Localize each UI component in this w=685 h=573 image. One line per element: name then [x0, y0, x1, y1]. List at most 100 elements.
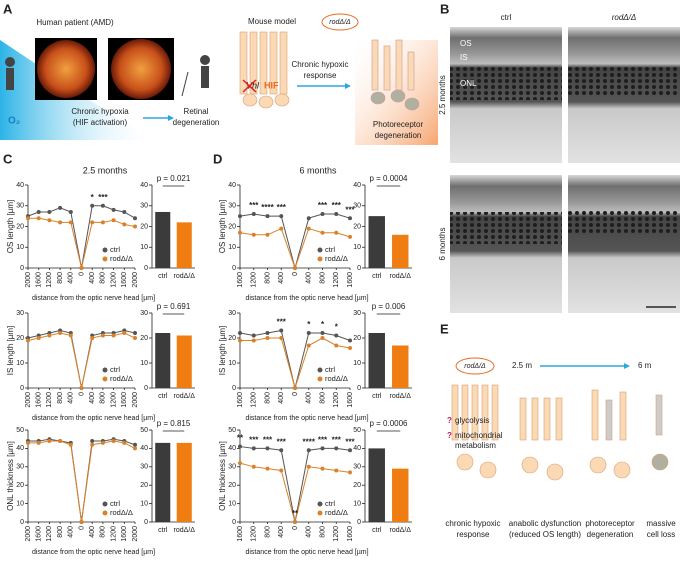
degenerating-cells — [370, 39, 420, 111]
stage-label: response — [457, 530, 490, 539]
legend-label: rodΔ/Δ — [110, 508, 133, 517]
legend-label: ctrl — [110, 365, 120, 374]
data-point — [100, 333, 105, 338]
x-tick-label: ctrl — [158, 273, 168, 280]
data-point — [122, 222, 127, 227]
y-tick-label: 0 — [144, 519, 148, 526]
stage-label: photoreceptor — [585, 519, 635, 528]
data-point — [133, 224, 137, 229]
layer-label: IS — [460, 53, 468, 62]
y-tick-label: 50 — [353, 427, 361, 434]
y-tick-label: 30 — [228, 310, 236, 317]
legend-label: rodΔ/Δ — [325, 254, 348, 263]
data-point — [100, 440, 105, 445]
data-point — [251, 333, 256, 338]
panel-letter: B — [440, 1, 449, 16]
x-axis-label: distance from the optic nerve head [µm] — [245, 415, 368, 422]
data-point — [251, 338, 256, 343]
stage-label: degeneration — [587, 530, 634, 539]
legend-label: ctrl — [325, 245, 335, 254]
y-tick-label: 10 — [228, 244, 236, 251]
data-point — [68, 333, 73, 338]
y-tick-label: 30 — [353, 464, 361, 471]
significance: *** — [345, 437, 355, 446]
panel-letter: A — [3, 1, 13, 16]
data-point — [279, 468, 284, 473]
x-tick-label: 400 — [68, 392, 75, 404]
y-tick-label: 20 — [140, 482, 148, 489]
legend-label: rodΔ/Δ — [325, 508, 348, 517]
data-point — [100, 220, 105, 225]
time-label: 2.5 m — [512, 361, 532, 370]
data-point — [47, 209, 52, 214]
cell-stages — [451, 384, 669, 481]
x-tick-label: 1600 — [237, 272, 244, 288]
fundus-image — [111, 39, 171, 99]
mouse-icon — [455, 357, 495, 375]
data-point — [133, 336, 137, 340]
y-tick-label: 30 — [140, 203, 148, 210]
y-tick-label: 30 — [16, 310, 24, 317]
x-tick-label: 1200 — [333, 272, 340, 288]
significance: * — [335, 323, 339, 332]
y-tick-label: 0 — [357, 265, 361, 272]
legend-marker — [102, 376, 108, 382]
bar — [392, 345, 409, 388]
x-tick-label: 1600 — [121, 526, 128, 542]
bar — [155, 333, 171, 388]
mito-label: metabolism — [455, 441, 496, 450]
data-point — [111, 207, 116, 212]
bar — [155, 442, 171, 522]
x-tick-label: 400 — [306, 392, 313, 404]
panel-letter: D — [213, 151, 222, 166]
mouse-label: rodΔ/Δ — [329, 19, 351, 26]
legend-marker — [317, 256, 323, 262]
data-point — [348, 338, 352, 343]
x-tick-label: 2000 — [25, 272, 32, 288]
legend-label: rodΔ/Δ — [110, 254, 133, 263]
y-tick-label: 30 — [140, 310, 148, 317]
data-point — [306, 448, 311, 453]
data-point — [265, 214, 270, 219]
x-tick-label: 2000 — [132, 526, 139, 542]
significance: *** — [318, 436, 328, 445]
data-point — [265, 331, 270, 335]
y-axis-label: ONL thickness [µm] — [6, 441, 15, 511]
y-tick-label: 30 — [140, 464, 148, 471]
y-tick-label: 10 — [16, 360, 24, 367]
data-point — [306, 226, 311, 231]
y-tick-label: 20 — [353, 482, 361, 489]
data-point — [251, 232, 256, 237]
retinal-text: degeneration — [173, 118, 220, 127]
y-tick-label: 50 — [140, 427, 148, 434]
x-tick-label: 800 — [264, 526, 271, 538]
hif-label: HIF — [264, 80, 279, 90]
data-point — [79, 266, 84, 270]
y-tick-label: 0 — [20, 519, 24, 526]
data-point — [238, 461, 242, 466]
data-point — [279, 226, 284, 231]
rod-cells — [239, 31, 290, 109]
x-tick-label: 1600 — [36, 272, 43, 288]
legend-marker — [102, 367, 108, 373]
mouse-label: rodΔ/Δ — [464, 363, 486, 370]
response-text: Chronic hypoxic — [292, 60, 349, 69]
significance: *** — [318, 201, 328, 210]
y-tick-label: 0 — [232, 385, 236, 392]
y-tick-label: 20 — [16, 223, 24, 230]
hypoxia-text: (HIF activation) — [73, 118, 128, 127]
y-axis-label: OS length [µm] — [6, 200, 15, 254]
data-point — [334, 468, 339, 473]
data-point — [111, 218, 116, 223]
data-point — [68, 442, 73, 447]
data-point — [320, 331, 325, 335]
x-tick-label: 400 — [68, 526, 75, 538]
legend-label: ctrl — [110, 245, 120, 254]
column-label: ctrl — [501, 13, 512, 22]
p-value: p = 0.691 — [157, 302, 191, 311]
bar — [392, 234, 409, 268]
x-tick-label: 400 — [68, 272, 75, 284]
legend-marker — [317, 367, 323, 373]
p-value: p = 0.815 — [157, 419, 191, 428]
